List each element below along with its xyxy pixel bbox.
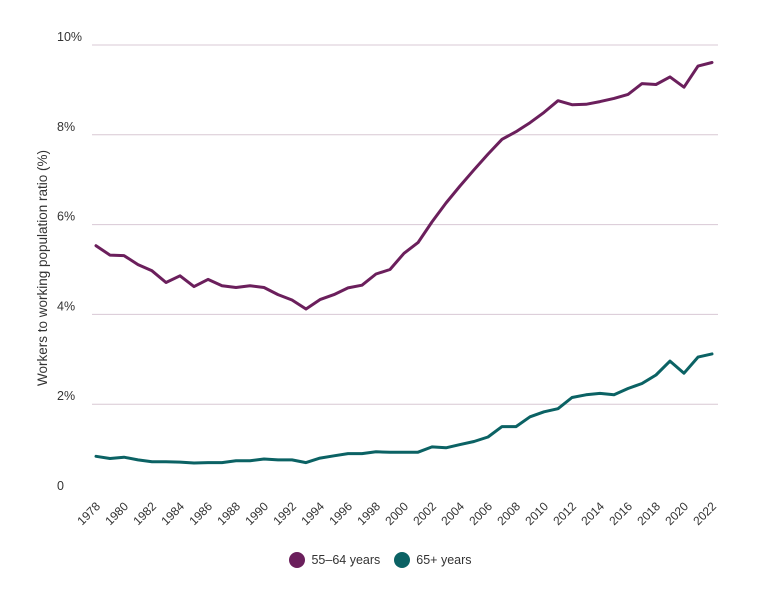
y-tick-label: 8% [57, 120, 75, 134]
series-line-55-64 [94, 61, 714, 311]
series-line-65-plus [94, 352, 714, 465]
x-tick-label: 2014 [578, 499, 607, 528]
x-tick-label: 1978 [74, 499, 103, 528]
x-tick-label: 1984 [158, 499, 187, 528]
x-tick-label: 1994 [298, 499, 327, 528]
x-tick-label: 1996 [326, 499, 355, 528]
y-axis-label: Workers to working population ratio (%) [35, 150, 50, 386]
y-tick-label: 6% [57, 210, 75, 224]
x-tick-label: 2002 [410, 499, 439, 528]
y-tick-label: 10% [57, 30, 82, 44]
y-axis-ticks: 0 2% 4% 6% 8% 10% [57, 30, 82, 493]
x-tick-label: 1998 [354, 499, 383, 528]
legend-label-65-plus: 65+ years [416, 553, 472, 567]
x-tick-label: 1982 [130, 499, 159, 528]
x-tick-label: 2010 [522, 499, 551, 528]
x-axis-ticks: 1978 1980 1982 1984 1986 1988 1990 1992 1994 1996… [74, 499, 719, 528]
x-tick-label: 1988 [214, 499, 243, 528]
legend: 55–64 years 65+ years [0, 552, 761, 568]
x-tick-label: 1986 [186, 499, 215, 528]
legend-swatch-65-plus [394, 552, 411, 568]
x-tick-label: 2016 [606, 499, 635, 528]
legend-item-65-plus: 65+ years [394, 552, 472, 568]
y-tick-label: 4% [57, 299, 75, 313]
x-tick-label: 2006 [466, 499, 495, 528]
x-tick-label: 2008 [494, 499, 523, 528]
gridlines [92, 44, 718, 405]
x-tick-label: 1992 [270, 499, 299, 528]
x-tick-label: 1990 [242, 499, 271, 528]
x-tick-label: 2012 [550, 499, 579, 528]
y-tick-label: 0 [57, 479, 64, 493]
legend-swatch-55-64 [289, 552, 306, 568]
x-tick-label: 2020 [662, 499, 691, 528]
legend-label-55-64: 55–64 years [311, 553, 381, 567]
x-tick-label: 2018 [634, 499, 663, 528]
y-tick-label: 2% [57, 389, 75, 403]
x-tick-label: 2000 [382, 499, 411, 528]
legend-item-55-64: 55–64 years [289, 552, 380, 568]
x-tick-label: 2004 [438, 499, 467, 528]
x-tick-label: 2022 [690, 499, 719, 528]
x-tick-label: 1980 [102, 499, 131, 528]
series-lines [94, 61, 714, 465]
